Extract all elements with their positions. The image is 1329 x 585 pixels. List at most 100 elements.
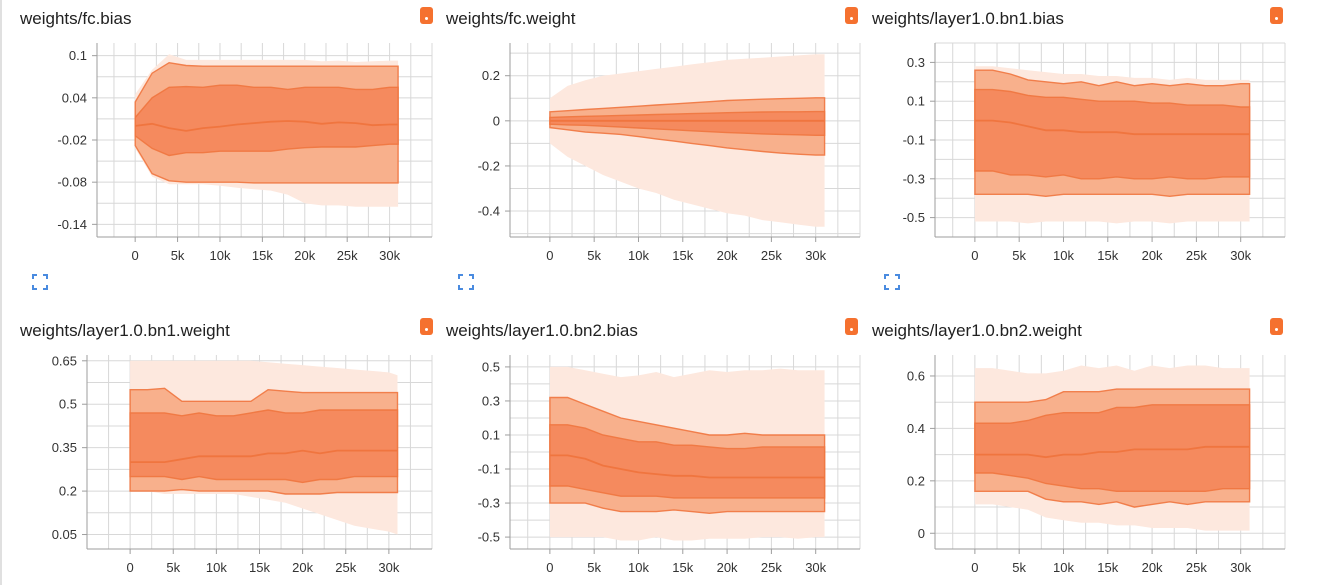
chart-title: weights/fc.weight (446, 9, 576, 28)
y-tick-label: 0.04 (62, 90, 87, 105)
y-tick: 0.5 (482, 359, 510, 374)
grid (935, 355, 1286, 549)
distribution-band-3 (549, 424, 826, 499)
x-tick-label: 20k (1142, 560, 1163, 575)
x-tick: 10k (628, 237, 649, 263)
x-tick-label: 10k (209, 248, 230, 263)
badge-icon[interactable] (845, 318, 858, 335)
chart-title: weights/fc.bias (20, 9, 132, 28)
y-tick: 0.5 (59, 397, 87, 412)
y-tick: 0.2 (59, 484, 87, 499)
y-tick: 0.1 (69, 48, 97, 63)
grid (510, 43, 861, 237)
x-tick: 20k (717, 549, 738, 575)
x-tick: 30k (805, 549, 827, 575)
y-tick-label: -0.1 (903, 133, 925, 148)
y-tick-label: -0.02 (57, 133, 87, 148)
distribution-band-2 (549, 396, 826, 515)
x-tick-label: 25k (1186, 248, 1207, 263)
y-tick-label: 0.3 (907, 55, 925, 70)
x-tick-label: 10k (1053, 560, 1074, 575)
x-tick: 20k (1142, 237, 1163, 263)
badge-icon[interactable] (420, 318, 433, 335)
grid (935, 42, 1286, 238)
x-tick: 15k (1097, 549, 1119, 575)
y-tick-label: 0.5 (482, 359, 500, 374)
y-tick: 0.65 (52, 353, 87, 368)
y-tick: 0.35 (52, 440, 87, 455)
y-tick: -0.4 (478, 204, 510, 219)
expand-icon[interactable] (884, 274, 900, 290)
distribution-band-3 (134, 84, 399, 157)
x-tick: 25k (761, 237, 782, 263)
x-tick-label: 25k (761, 248, 782, 263)
y-tick-label: -0.3 (903, 171, 925, 186)
x-tick: 5k (587, 237, 602, 263)
grid (97, 43, 433, 237)
distribution-band-1 (549, 54, 825, 227)
expand-icon[interactable] (458, 274, 474, 290)
x-tick: 0 (546, 237, 553, 263)
x-tick-label: 5k (587, 560, 601, 575)
x-tick-label: 15k (1097, 560, 1118, 575)
x-tick: 15k (1097, 237, 1119, 263)
x-tick-label: 10k (1053, 248, 1074, 263)
x-tick-label: 5k (171, 248, 185, 263)
badge-icon[interactable] (1270, 318, 1283, 335)
x-tick: 25k (1186, 237, 1207, 263)
y-tick-label: -0.5 (903, 210, 925, 225)
badge-icon[interactable] (420, 7, 433, 24)
distribution-band-2 (974, 69, 1251, 198)
x-tick-label: 25k (337, 248, 358, 263)
y-tick: 0.4 (907, 421, 935, 436)
badge-icon[interactable] (1270, 7, 1283, 24)
x-tick: 5k (166, 549, 181, 575)
x-tick-label: 10k (628, 248, 649, 263)
y-tick-label: 0 (918, 526, 925, 541)
y-tick-label: 0.2 (907, 473, 925, 488)
y-tick-label: 0.5 (59, 397, 77, 412)
x-tick: 10k (206, 549, 227, 575)
y-tick: -0.3 (478, 496, 510, 511)
x-tick: 25k (335, 549, 357, 575)
x-tick: 15k (672, 237, 694, 263)
y-tick: -0.3 (903, 171, 935, 186)
median-line (130, 449, 398, 463)
x-tick: 20k (1142, 549, 1163, 575)
x-tick: 30k (379, 237, 401, 263)
x-tick: 0 (971, 549, 978, 575)
x-tick-label: 30k (805, 248, 826, 263)
x-tick: 15k (252, 237, 273, 263)
y-tick: -0.14 (57, 217, 97, 232)
x-tick-label: 25k (761, 560, 782, 575)
panel-left-border (0, 0, 2, 585)
distribution-band-2 (974, 388, 1251, 508)
y-tick: 0.3 (482, 393, 510, 408)
x-tick: 25k (337, 237, 358, 263)
y-tick: 0.05 (52, 527, 87, 542)
x-tick-label: 15k (252, 248, 273, 263)
y-tick: 0.2 (907, 473, 935, 488)
x-tick: 0 (971, 237, 978, 263)
expand-icon[interactable] (32, 274, 48, 290)
x-tick-label: 25k (335, 560, 356, 575)
y-tick-label: -0.3 (478, 496, 500, 511)
x-tick: 5k (1012, 549, 1027, 575)
y-tick: 0.04 (62, 90, 97, 105)
badge-icon[interactable] (845, 7, 858, 24)
y-tick-label: -0.14 (57, 217, 87, 232)
x-tick-label: 0 (971, 560, 978, 575)
x-tick-label: 20k (1142, 248, 1163, 263)
x-tick: 30k (378, 549, 400, 575)
y-tick: 0.6 (907, 368, 935, 383)
x-tick-label: 20k (717, 560, 738, 575)
x-tick-label: 5k (166, 560, 180, 575)
x-tick-label: 20k (294, 248, 315, 263)
y-tick: 0.3 (907, 55, 935, 70)
x-tick: 20k (292, 549, 314, 575)
y-tick: 0.2 (482, 68, 510, 83)
